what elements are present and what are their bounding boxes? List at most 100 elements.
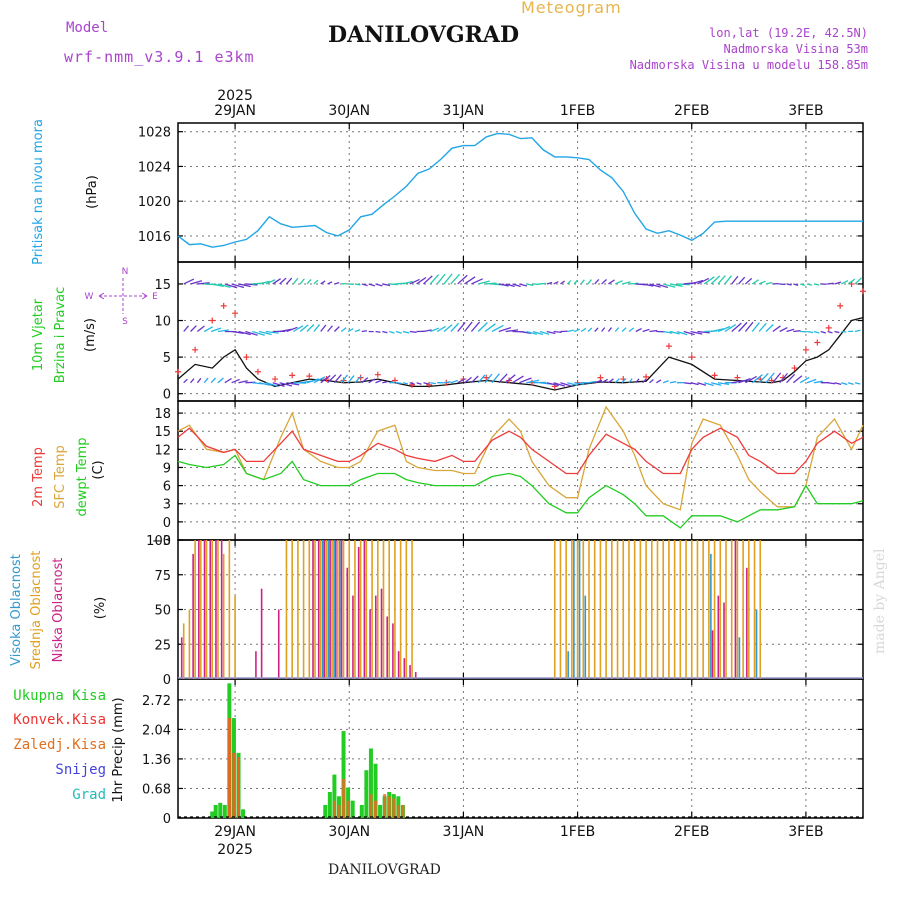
wind-barb bbox=[402, 330, 410, 334]
wind-barb bbox=[327, 281, 333, 285]
wind-barb bbox=[292, 277, 299, 285]
bottom-year-label: 2025 bbox=[217, 842, 253, 858]
wind-barb bbox=[423, 382, 429, 385]
location-coords: lon,lat (19.2E, 42.5N) bbox=[709, 26, 868, 40]
wind-barb bbox=[649, 283, 661, 288]
wind-barb bbox=[813, 283, 820, 286]
top-day-label: 3FEB bbox=[788, 103, 823, 119]
wind-barb bbox=[478, 280, 490, 285]
wind-legend-subtitle: Brzina i Pravac bbox=[53, 287, 68, 384]
top-day-label: 2FEB bbox=[674, 103, 709, 119]
wind-barb bbox=[279, 382, 293, 387]
wind-gust-marker bbox=[306, 373, 313, 380]
wind-barb bbox=[375, 379, 382, 384]
wind-barb bbox=[731, 275, 739, 285]
wind-barb bbox=[779, 327, 788, 333]
y-tick-label: 2.04 bbox=[142, 723, 171, 738]
wind-barb bbox=[574, 382, 585, 385]
top-day-label: 1FEB bbox=[560, 103, 595, 119]
temperature-frame bbox=[177, 400, 864, 541]
wind-barb bbox=[779, 283, 786, 286]
wind-barb bbox=[765, 324, 774, 332]
wind-barb bbox=[649, 329, 658, 333]
wind-barb bbox=[717, 382, 730, 385]
wind-barb bbox=[231, 283, 245, 289]
y-tick-label: 15 bbox=[154, 278, 171, 293]
wind-barb bbox=[635, 378, 640, 384]
wind-barb bbox=[779, 372, 788, 384]
grid-precip-bar bbox=[396, 804, 400, 818]
wind-barb bbox=[621, 281, 631, 285]
wind-gust-marker bbox=[802, 346, 809, 353]
cloud-unit: (%) bbox=[93, 597, 108, 620]
wind-barb bbox=[224, 377, 232, 384]
grad-legend: Grad bbox=[72, 787, 106, 803]
wind-barb bbox=[751, 279, 760, 285]
wind-gust-marker bbox=[272, 376, 279, 383]
wind-barb bbox=[470, 321, 481, 332]
wind-barb bbox=[827, 330, 833, 334]
wind-barb bbox=[498, 373, 508, 384]
compass-east: E bbox=[152, 292, 158, 302]
wind-barb bbox=[361, 283, 368, 287]
total-precip-bar bbox=[222, 804, 227, 818]
wind-barb bbox=[662, 380, 669, 384]
wind-barb bbox=[724, 324, 737, 333]
pressure-panel: 1016 1020 1024 1028 bbox=[138, 122, 864, 263]
wind-barb bbox=[470, 375, 479, 384]
wind-gust-marker bbox=[289, 372, 296, 379]
station-elevation: Nadmorska Visina 53m bbox=[723, 42, 869, 56]
wind-barb bbox=[272, 278, 281, 285]
wind-barb bbox=[567, 329, 575, 333]
wind-barb bbox=[847, 382, 854, 386]
wind-barb bbox=[395, 382, 402, 384]
grid-precip-bar bbox=[237, 757, 241, 818]
wind-barb bbox=[567, 382, 578, 386]
temperature-panel: −3 0 3 6 9 12 15 18 bbox=[152, 400, 864, 549]
wind-barb bbox=[683, 330, 695, 336]
wind-barb bbox=[484, 323, 496, 333]
wind-barb bbox=[820, 330, 826, 334]
station-title: DANILOVGRAD bbox=[328, 22, 520, 48]
grid-precip-bar bbox=[374, 800, 378, 818]
wind-barb bbox=[560, 382, 572, 387]
wind-barb bbox=[512, 283, 521, 288]
wind-barb bbox=[539, 282, 546, 285]
bottom-day-label: 3FEB bbox=[788, 824, 823, 840]
wind-barb bbox=[546, 330, 556, 335]
compass-rose: N S W E bbox=[85, 267, 159, 327]
wind-barb bbox=[286, 326, 298, 333]
total-precip-bar bbox=[378, 804, 383, 818]
wind-barb bbox=[320, 375, 331, 384]
wind-barb bbox=[395, 330, 402, 334]
wind-barb bbox=[711, 382, 722, 386]
wind-barb bbox=[210, 377, 217, 384]
wind-barb bbox=[505, 283, 515, 288]
wind-barb bbox=[265, 382, 278, 387]
wind-barb bbox=[258, 382, 271, 386]
wind-barb bbox=[669, 283, 683, 287]
wind-barb bbox=[758, 280, 766, 285]
dewpt-temp-line bbox=[177, 454, 864, 529]
wind-barb bbox=[416, 276, 427, 285]
wind-gust-marker bbox=[483, 374, 490, 381]
wind-barb bbox=[663, 330, 673, 334]
mid-cloud-legend: Srednja Oblacnost bbox=[29, 551, 44, 670]
wind-gust-marker bbox=[391, 377, 398, 384]
model-name: wrf-nmm_v3.9.1 e3km bbox=[64, 48, 255, 66]
wind-barb bbox=[464, 376, 472, 384]
y-tick-label: 2.72 bbox=[142, 694, 171, 709]
wind-barb bbox=[594, 379, 603, 384]
wind-barb bbox=[299, 278, 305, 285]
low-cloud-legend: Niska Oblacnost bbox=[51, 558, 66, 663]
wind-gust-marker bbox=[426, 381, 433, 388]
wind-barb bbox=[663, 283, 676, 288]
sfc-temp-legend: SFC Temp bbox=[53, 445, 68, 509]
wind-barb bbox=[245, 330, 258, 336]
wind-barb bbox=[806, 283, 813, 286]
wind-barb bbox=[354, 329, 361, 333]
wind-barb bbox=[744, 321, 754, 332]
wind-barb bbox=[471, 278, 483, 285]
wind-gust-marker bbox=[232, 310, 239, 317]
wind-gust-marker bbox=[665, 343, 672, 350]
